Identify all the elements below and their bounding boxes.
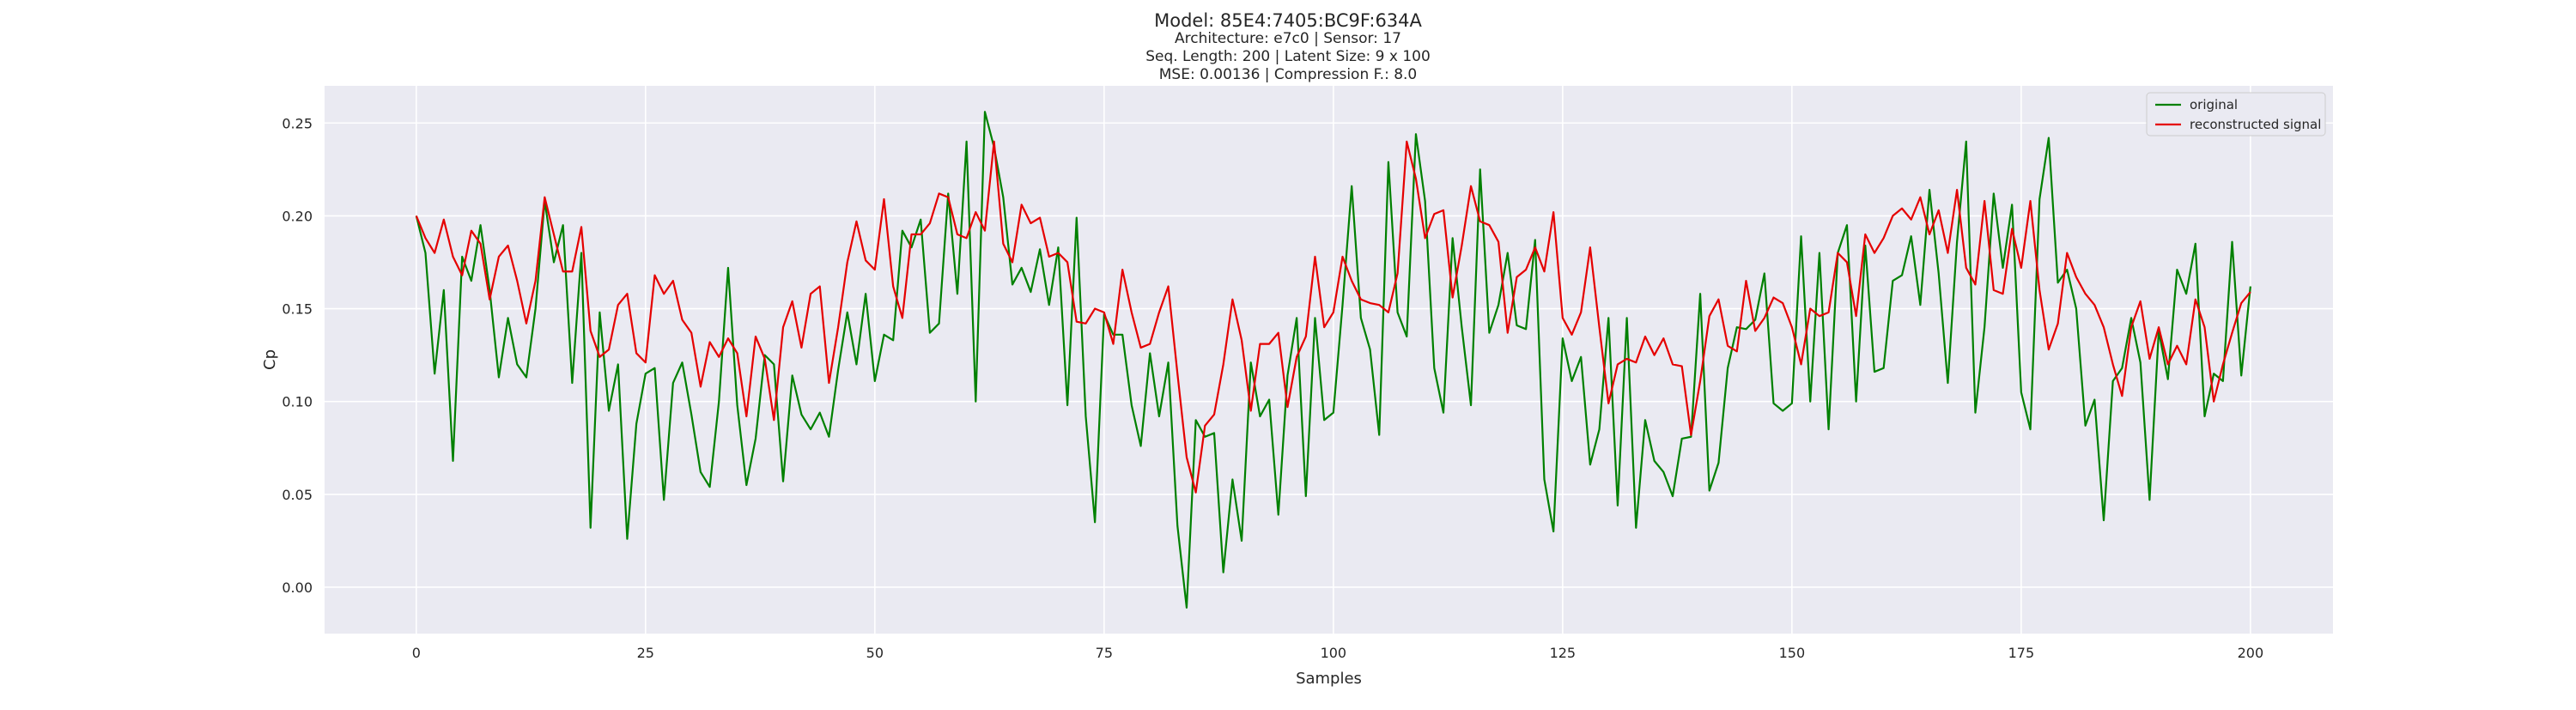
y-tick-label: 0.25 bbox=[282, 115, 313, 131]
x-tick-label: 125 bbox=[1550, 645, 1577, 661]
y-tick-label: 0.10 bbox=[282, 394, 313, 410]
legend: original reconstructed signal bbox=[2147, 93, 2325, 136]
y-tick-label: 0.05 bbox=[282, 487, 313, 503]
y-axis-label: Cp bbox=[261, 349, 279, 370]
y-tick-label: 0.20 bbox=[282, 208, 313, 224]
y-tick-label: 0.15 bbox=[282, 301, 313, 318]
x-tick-label: 25 bbox=[637, 645, 654, 661]
x-tick-label: 175 bbox=[2008, 645, 2035, 661]
x-tick-label: 150 bbox=[1779, 645, 1806, 661]
x-tick-label: 75 bbox=[1096, 645, 1113, 661]
x-tick-label: 0 bbox=[412, 645, 421, 661]
y-tick-label: 0.00 bbox=[282, 580, 313, 596]
legend-label-reconstructed: reconstructed signal bbox=[2190, 117, 2321, 132]
x-axis-label: Samples bbox=[1296, 670, 1362, 688]
x-tick-label: 100 bbox=[1321, 645, 1347, 661]
x-tick-label: 50 bbox=[866, 645, 884, 661]
legend-label-original: original bbox=[2190, 97, 2238, 112]
plot-area bbox=[325, 86, 2333, 634]
x-tick-label: 200 bbox=[2238, 645, 2264, 661]
